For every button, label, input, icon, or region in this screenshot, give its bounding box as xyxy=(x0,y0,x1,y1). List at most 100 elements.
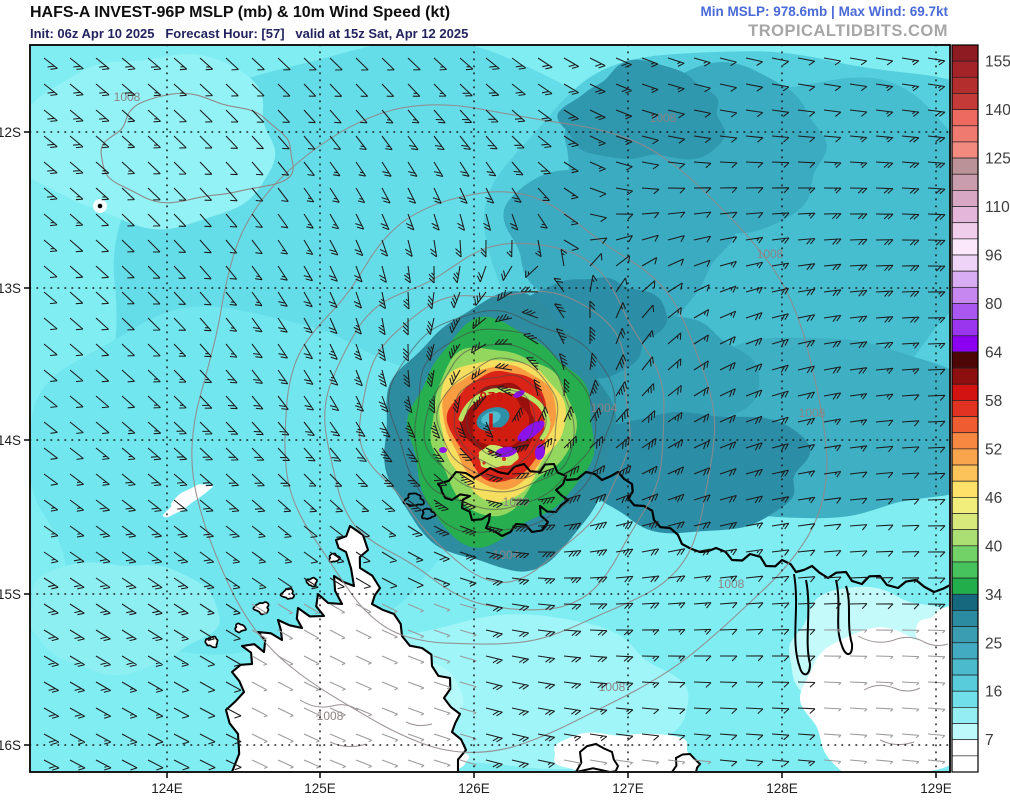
colorbar-label: 46 xyxy=(985,490,1002,507)
colorbar-label: 140 xyxy=(985,102,1010,119)
y-axis-label: 15S xyxy=(0,587,21,602)
colorbar-cell xyxy=(951,529,979,547)
colorbar-cell xyxy=(951,464,979,482)
colorbar-cell xyxy=(951,141,979,159)
contour-label: 1004 xyxy=(493,548,520,562)
colorbar-cell xyxy=(951,44,979,62)
wind-barbs-land xyxy=(251,603,946,769)
colorbar-cell xyxy=(951,270,979,288)
hurricane-force-patch xyxy=(439,447,447,453)
colorbar-label: 58 xyxy=(985,393,1002,410)
hurricane-force-patch xyxy=(513,390,525,398)
mslp-contour xyxy=(453,374,547,470)
colorbar-cell xyxy=(951,674,979,692)
colorbar-label: 25 xyxy=(985,635,1002,652)
colorbar-label: 80 xyxy=(985,296,1003,313)
x-axis-label: 127E xyxy=(612,781,644,796)
x-axis-label: 125E xyxy=(304,781,336,796)
colorbar-label: 7 xyxy=(985,732,994,749)
colorbar-cell xyxy=(951,432,979,450)
colorbar-cell xyxy=(951,367,979,385)
colorbar-cell xyxy=(951,642,979,660)
min-mslp-max-wind: Min MSLP: 978.6mb | Max Wind: 69.7kt xyxy=(700,4,948,19)
colorbar-cell xyxy=(951,157,979,175)
mslp-contour xyxy=(324,242,665,611)
colorbar-cell xyxy=(951,238,979,256)
contour-label: 1008 xyxy=(114,90,141,104)
colorbar-cell xyxy=(951,610,979,627)
contour-label: 1000 xyxy=(503,495,530,509)
colorbar-cell xyxy=(951,497,979,514)
colorbar-cell xyxy=(951,561,979,579)
coastline-mainland xyxy=(565,470,949,594)
colorbar-label: 64 xyxy=(985,344,1003,361)
colorbar-cell xyxy=(951,545,979,563)
colorbar-cell xyxy=(951,723,979,741)
colorbar-label: 40 xyxy=(985,538,1003,555)
map-frame xyxy=(29,44,951,773)
colorbar-cell xyxy=(951,448,979,466)
colorbar-cell xyxy=(951,286,979,304)
hurricane-force-patch xyxy=(517,420,545,442)
colorbar-cell xyxy=(951,125,979,143)
colorbar-cell xyxy=(951,707,979,724)
colorbar-cell xyxy=(951,658,979,676)
mslp-contour xyxy=(191,104,828,753)
colorbar-label: 125 xyxy=(985,151,1010,168)
wind-barbs xyxy=(43,57,946,771)
mslp-contour xyxy=(358,290,631,583)
colorbar-cell xyxy=(951,173,979,191)
site-brand: TROPICALTIDBITS.COM xyxy=(748,22,948,40)
colorbar-cell xyxy=(951,626,979,644)
colorbar-cell xyxy=(951,303,979,320)
colorbar-cell xyxy=(951,577,979,595)
y-axis-label: 13S xyxy=(0,281,21,296)
colorbar: 155 140 125 110 96 80 64 58 52 46 40 34 25 16 7 xyxy=(951,44,1010,773)
colorbar-label: 52 xyxy=(985,441,1002,458)
colorbar-label: 110 xyxy=(985,199,1010,216)
x-axis-label: 129E xyxy=(920,781,952,796)
contour-label: 1008 xyxy=(757,247,784,261)
coastline-kimberley xyxy=(224,524,468,771)
contour-label: 1008 xyxy=(799,406,826,420)
x-axis-label: 126E xyxy=(458,781,490,796)
contour-label: 1008 xyxy=(718,577,745,591)
colorbar-cell xyxy=(951,400,979,417)
x-axis-label: 128E xyxy=(766,781,798,796)
graticule xyxy=(31,46,949,771)
colorbar-cell xyxy=(951,254,979,272)
contour-label: 1004 xyxy=(591,401,618,415)
mslp-contour xyxy=(414,328,597,510)
hurricane-force-patch xyxy=(534,444,546,460)
colorbar-label: 16 xyxy=(985,684,1002,701)
colorbar-cell xyxy=(951,206,979,224)
colorbar-cell xyxy=(951,513,979,531)
colorbar-label: 155 xyxy=(985,54,1010,71)
y-axis-label: 12S xyxy=(0,125,21,140)
colorbar-cell xyxy=(951,351,979,369)
colorbar-cell xyxy=(951,739,979,757)
colorbar-cell xyxy=(951,109,979,127)
colorbar-cell xyxy=(951,755,979,773)
mslp-contour xyxy=(436,357,559,480)
colorbar-label: 34 xyxy=(985,587,1003,604)
colorbar-cell xyxy=(951,383,979,401)
colorbar-cell xyxy=(951,416,979,434)
colorbar-cell xyxy=(951,335,979,353)
page-title: HAFS-A INVEST-96P MSLP (mb) & 10m Wind S… xyxy=(30,4,451,21)
mslp-contour xyxy=(388,309,616,533)
colorbar-cell xyxy=(951,60,979,78)
mslp-contour xyxy=(423,343,575,493)
colorbar-cell xyxy=(951,190,979,207)
x-axis-label: 124E xyxy=(151,781,183,796)
colorbar-cell xyxy=(951,690,979,708)
contour-label: 1008 xyxy=(317,709,344,723)
min-pressure-label: 979 xyxy=(480,389,505,404)
colorbar-cell xyxy=(951,222,979,240)
colorbar-cell xyxy=(951,480,979,498)
colorbar-label: 96 xyxy=(985,248,1002,265)
colorbar-cell xyxy=(951,593,979,611)
